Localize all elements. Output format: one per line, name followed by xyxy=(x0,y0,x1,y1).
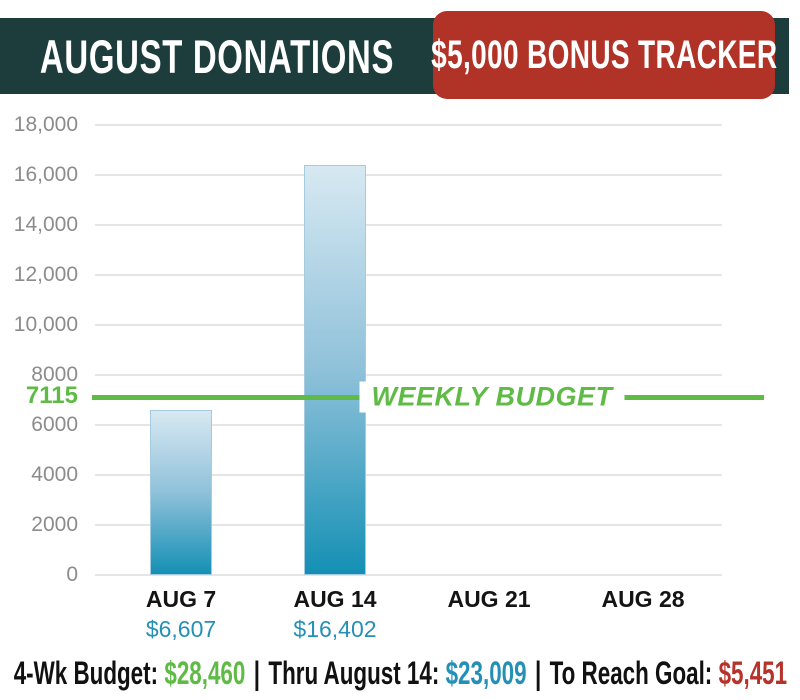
bar xyxy=(304,164,366,575)
y-tick-label: 10,000 xyxy=(13,313,78,336)
y-gridline xyxy=(95,324,722,326)
y-gridline xyxy=(95,174,722,176)
bar-category-label: AUG 7 xyxy=(145,586,217,612)
y-gridline xyxy=(95,474,722,476)
y-gridline xyxy=(95,274,722,276)
bar-value-label: $6,607 xyxy=(145,616,217,642)
bonus-tracker-badge-text: $5,000 BONUS TRACKER xyxy=(430,32,778,77)
summary-bar: 4-Wk Budget: $28,460 | Thru August 14: $23,0… xyxy=(0,650,800,696)
y-tick-label: 14,000 xyxy=(13,213,78,236)
bar-category-label: AUG 21 xyxy=(447,586,531,612)
bonus-tracker-badge: $5,000 BONUS TRACKER xyxy=(430,11,778,99)
y-tick-label: 6000 xyxy=(31,413,78,436)
summary-value: $28,460 xyxy=(163,654,245,691)
y-tick-label: 4000 xyxy=(31,463,78,486)
y-tick-label: 18,000 xyxy=(13,113,78,136)
y-tick-label: 12,000 xyxy=(13,263,78,286)
summary-value: $5,451 xyxy=(718,654,787,691)
y-tick-label: 8000 xyxy=(31,363,78,386)
summary-label: 4-Wk Budget: xyxy=(13,654,158,691)
summary-label: To Reach Goal: xyxy=(549,654,712,691)
bar-value-label: $16,402 xyxy=(293,616,377,642)
bar xyxy=(150,409,212,575)
bar-category-label: AUG 28 xyxy=(601,586,685,612)
summary-separator: | xyxy=(253,654,260,691)
y-gridline xyxy=(95,224,722,226)
y-tick-label: 16,000 xyxy=(13,163,78,186)
summary-label: Thru August 14: xyxy=(268,654,439,691)
page-title: AUGUST DONATIONS xyxy=(0,18,433,94)
budget-line-annotation: WEEKLY BUDGET xyxy=(359,381,625,413)
y-tick-label: 0 xyxy=(66,563,78,586)
y-gridline xyxy=(95,374,722,376)
page-title-text: AUGUST DONATIONS xyxy=(39,29,394,83)
summary-value: $23,009 xyxy=(445,654,527,691)
y-gridline xyxy=(95,574,722,576)
bar-category-label: AUG 14 xyxy=(293,586,377,612)
y-gridline xyxy=(95,124,722,126)
summary-separator: | xyxy=(534,654,541,691)
y-gridline xyxy=(95,424,722,426)
budget-line-value-label: 7115 xyxy=(25,382,78,410)
y-tick-label: 2000 xyxy=(31,513,78,536)
y-gridline xyxy=(95,524,722,526)
summary-text: 4-Wk Budget: $28,460 | Thru August 14: $23,0… xyxy=(13,655,786,692)
